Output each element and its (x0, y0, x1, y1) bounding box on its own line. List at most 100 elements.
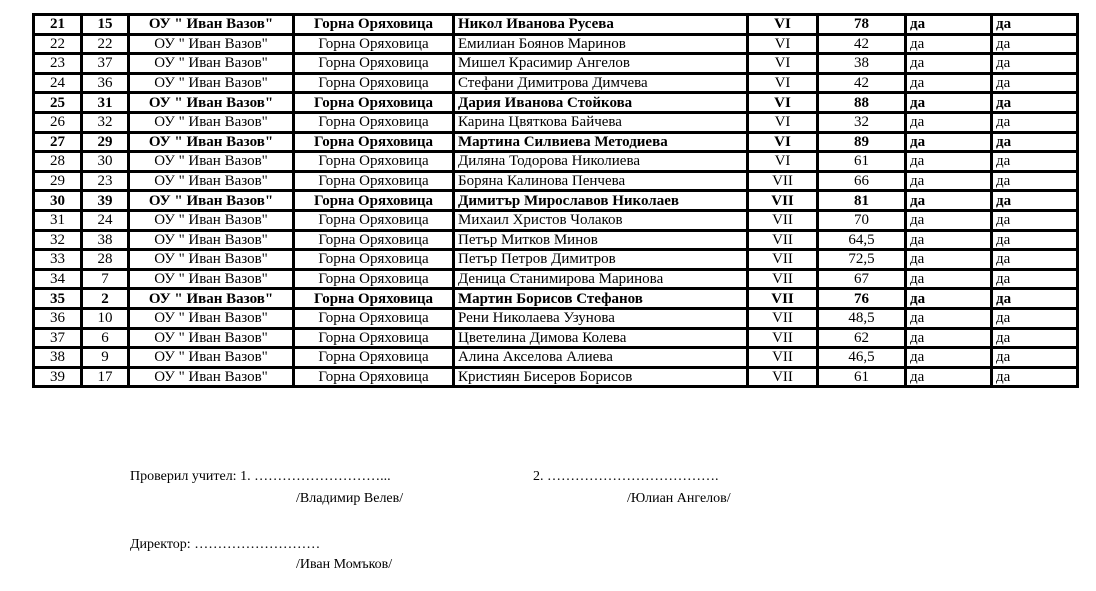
score-cell: 78 (816, 13, 907, 36)
score-cell: 61 (816, 150, 907, 173)
grade-cell: VII (746, 228, 819, 252)
score-cell: 61 (816, 365, 907, 389)
student-name-cell: Стефани Димитрова Димчева (452, 71, 749, 95)
grade-cell: VI (746, 13, 819, 36)
score-cell: 32 (816, 110, 907, 134)
table-row: 36 10 ОУ " Иван Вазов" Горна Оряховица Рени … (32, 306, 1079, 330)
student-name-cell: Мартина Силвиева Методиева (452, 130, 749, 154)
check-1-cell: да (904, 267, 993, 291)
check-2-cell: да (990, 365, 1079, 389)
table-row: 34 7 ОУ " Иван Вазов" Горна Оряховица Деница… (32, 267, 1079, 291)
town-cell: Горна Оряховица (292, 228, 455, 252)
student-name-cell: Емилиан Боянов Маринов (452, 32, 749, 56)
score-cell: 62 (816, 326, 907, 350)
score-cell: 76 (816, 287, 907, 310)
school-cell: ОУ " Иван Вазов" (127, 32, 295, 56)
school-cell: ОУ " Иван Вазов" (127, 150, 295, 173)
table-row: 29 23 ОУ " Иван Вазов" Горна Оряховица Борян… (32, 169, 1079, 193)
check-2-cell: да (990, 71, 1079, 95)
table-row: 30 39 ОУ " Иван Вазов" Горна Оряховица Димит… (32, 189, 1079, 212)
student-id-cell: 32 (80, 110, 130, 134)
score-cell: 81 (816, 189, 907, 212)
score-cell: 42 (816, 32, 907, 56)
student-id-cell: 9 (80, 346, 130, 369)
student-id-cell: 2 (80, 287, 130, 310)
student-id-cell: 30 (80, 150, 130, 173)
check-2-cell: да (990, 346, 1079, 369)
school-cell: ОУ " Иван Вазов" (127, 130, 295, 154)
check-2-cell: да (990, 189, 1079, 212)
check-2-cell: да (990, 91, 1079, 114)
student-id-cell: 10 (80, 306, 130, 330)
check-1-cell: да (904, 346, 993, 369)
check-2-cell: да (990, 248, 1079, 271)
row-number-cell: 25 (32, 91, 83, 114)
table-row: 24 36 ОУ " Иван Вазов" Горна Оряховица Стефа… (32, 71, 1079, 95)
director-label: Директор: ……………………… (130, 537, 321, 552)
row-number-cell: 33 (32, 248, 83, 271)
check-2-cell: да (990, 32, 1079, 56)
grade-cell: VI (746, 32, 819, 56)
school-cell: ОУ " Иван Вазов" (127, 287, 295, 310)
grade-cell: VII (746, 326, 819, 350)
table-row: 32 38 ОУ " Иван Вазов" Горна Оряховица Петър… (32, 228, 1079, 252)
table-row: 22 22 ОУ " Иван Вазов" Горна Оряховица Емили… (32, 32, 1079, 56)
student-name-cell: Алина Акселова Алиева (452, 346, 749, 369)
grade-cell: VII (746, 346, 819, 369)
student-name-cell: Димитър Мирославов Николаев (452, 189, 749, 212)
student-name-cell: Карина Цвяткова Байчева (452, 110, 749, 134)
school-cell: ОУ " Иван Вазов" (127, 326, 295, 350)
check-1-cell: да (904, 130, 993, 154)
row-number-cell: 24 (32, 71, 83, 95)
results-table: 21 15 ОУ " Иван Вазов" Горна Оряховица Никол… (32, 13, 1079, 389)
row-number-cell: 35 (32, 287, 83, 310)
school-cell: ОУ " Иван Вазов" (127, 208, 295, 232)
town-cell: Горна Оряховица (292, 287, 455, 310)
grade-cell: VI (746, 150, 819, 173)
school-cell: ОУ " Иван Вазов" (127, 71, 295, 95)
table-row: 23 37 ОУ " Иван Вазов" Горна Оряховица Мишел… (32, 52, 1079, 75)
row-number-cell: 39 (32, 365, 83, 389)
town-cell: Горна Оряховица (292, 13, 455, 36)
town-cell: Горна Оряховица (292, 52, 455, 75)
table-row: 33 28 ОУ " Иван Вазов" Горна Оряховица Петър… (32, 248, 1079, 271)
school-cell: ОУ " Иван Вазов" (127, 267, 295, 291)
check-1-cell: да (904, 150, 993, 173)
row-number-cell: 29 (32, 169, 83, 193)
student-name-cell: Мишел Красимир Ангелов (452, 52, 749, 75)
table-row: 21 15 ОУ " Иван Вазов" Горна Оряховица Никол… (32, 13, 1079, 36)
row-number-cell: 28 (32, 150, 83, 173)
table-row: 26 32 ОУ " Иван Вазов" Горна Оряховица Карин… (32, 110, 1079, 134)
town-cell: Горна Оряховица (292, 267, 455, 291)
check-2-cell: да (990, 228, 1079, 252)
score-cell: 66 (816, 169, 907, 193)
check-2-cell: да (990, 326, 1079, 350)
teacher2-line: 2. ………………………………. (533, 469, 719, 484)
check-1-cell: да (904, 110, 993, 134)
school-cell: ОУ " Иван Вазов" (127, 306, 295, 330)
teacher1-name: /Владимир Велев/ (296, 491, 404, 506)
check-1-cell: да (904, 189, 993, 212)
check-1-cell: да (904, 248, 993, 271)
student-id-cell: 31 (80, 91, 130, 114)
row-number-cell: 32 (32, 228, 83, 252)
grade-cell: VII (746, 169, 819, 193)
score-cell: 89 (816, 130, 907, 154)
check-2-cell: да (990, 306, 1079, 330)
student-id-cell: 29 (80, 130, 130, 154)
grade-cell: VI (746, 91, 819, 114)
table-row: 38 9 ОУ " Иван Вазов" Горна Оряховица Алина … (32, 346, 1079, 369)
student-name-cell: Рени Николаева Узунова (452, 306, 749, 330)
check-2-cell: да (990, 110, 1079, 134)
school-cell: ОУ " Иван Вазов" (127, 365, 295, 389)
grade-cell: VI (746, 130, 819, 154)
director-name: /Иван Момъков/ (296, 557, 393, 572)
school-cell: ОУ " Иван Вазов" (127, 228, 295, 252)
town-cell: Горна Оряховица (292, 91, 455, 114)
row-number-cell: 23 (32, 52, 83, 75)
student-name-cell: Петър Петров Димитров (452, 248, 749, 271)
student-id-cell: 36 (80, 71, 130, 95)
checked-by-label: Проверил учител: 1. ………………………... (130, 469, 391, 484)
check-1-cell: да (904, 32, 993, 56)
check-1-cell: да (904, 71, 993, 95)
